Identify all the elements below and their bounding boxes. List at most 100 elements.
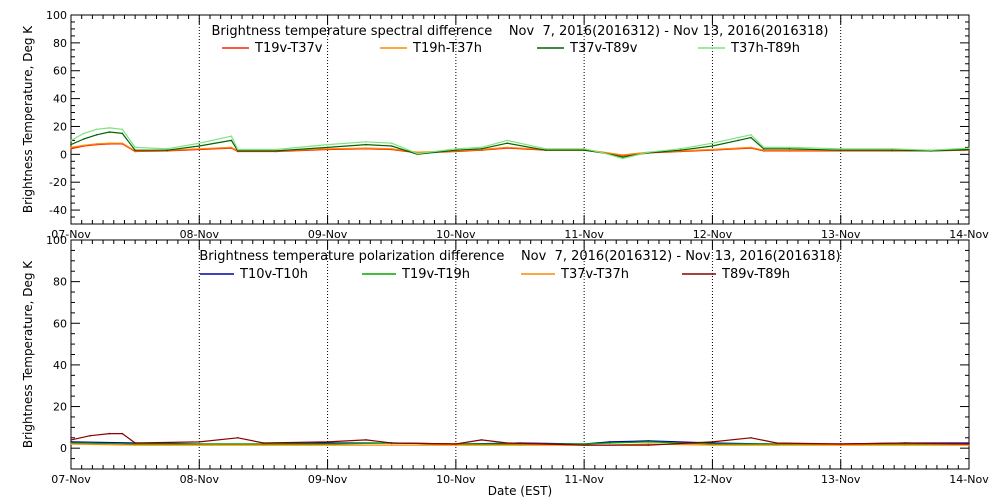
- data-point: [775, 442, 778, 444]
- data-point: [647, 151, 650, 153]
- data-point: [198, 148, 201, 150]
- data-point: [262, 444, 265, 446]
- data-point: [237, 150, 239, 152]
- data-point: [70, 439, 72, 441]
- data-point: [134, 149, 136, 151]
- data-point: [198, 441, 201, 443]
- data-point: [237, 437, 239, 439]
- data-point: [121, 128, 124, 131]
- data-point: [968, 443, 970, 445]
- data-point: [237, 148, 239, 151]
- data-point: [70, 146, 72, 149]
- data-point: [455, 443, 457, 445]
- data-point: [390, 442, 393, 444]
- y-tick-label: 0: [60, 442, 67, 455]
- data-point: [134, 444, 136, 446]
- data-point: [83, 132, 85, 135]
- chart-title: Brightness temperature polarization diff…: [199, 249, 840, 264]
- data-point: [455, 149, 457, 151]
- data-point: [788, 148, 791, 150]
- data-point: [70, 443, 72, 445]
- data-point: [506, 442, 509, 444]
- y-tick-label: 0: [60, 148, 67, 161]
- data-point: [326, 443, 329, 445]
- x-tick-label: 12-Nov: [693, 473, 733, 486]
- data-point: [262, 442, 265, 444]
- y-tick-label: 80: [53, 37, 67, 50]
- legend-entry: T19v-T19h: [401, 267, 470, 282]
- data-point: [390, 142, 393, 144]
- data-point: [711, 443, 714, 445]
- y-tick-label: 80: [53, 276, 67, 289]
- x-tick-label: 13-Nov: [821, 473, 861, 486]
- legend-entry: T37h-T89h: [730, 41, 800, 56]
- x-tick-label: 13-Nov: [821, 228, 861, 241]
- x-axis-title: Date (EST): [488, 484, 552, 498]
- data-point: [365, 439, 367, 441]
- data-point: [621, 156, 624, 158]
- data-point: [647, 443, 650, 445]
- data-point: [583, 443, 585, 445]
- x-tick-label: 12-Nov: [693, 228, 733, 241]
- x-tick-label: 07-Nov: [51, 473, 91, 486]
- y-tick-label: 100: [46, 9, 67, 22]
- data-point: [198, 444, 201, 446]
- data-point: [621, 154, 624, 156]
- data-point: [108, 142, 111, 144]
- y-tick-label: 20: [53, 401, 67, 414]
- data-point: [839, 149, 842, 151]
- data-point: [230, 135, 233, 137]
- data-point: [455, 444, 457, 446]
- data-point: [891, 148, 893, 150]
- x-tick-label: 09-Nov: [308, 228, 348, 241]
- data-point: [737, 139, 739, 142]
- data-point: [230, 139, 233, 142]
- legend-entry: T19h-T37h: [412, 41, 482, 56]
- data-point: [390, 145, 393, 147]
- data-point: [95, 143, 98, 145]
- data-point: [108, 131, 111, 133]
- data-point: [583, 148, 585, 150]
- y-tick-label: -20: [49, 176, 67, 189]
- y-tick-label: 60: [53, 317, 67, 330]
- data-point: [480, 146, 483, 149]
- data-point: [968, 148, 970, 151]
- plot-frame: [70, 14, 970, 225]
- x-tick-label: 08-Nov: [180, 228, 220, 241]
- y-tick-label: 60: [53, 65, 67, 78]
- x-tick-label: 11-Nov: [564, 473, 604, 486]
- data-point: [70, 139, 72, 142]
- data-point: [647, 441, 650, 443]
- data-point: [711, 148, 714, 151]
- x-tick-label: 10-Nov: [436, 473, 476, 486]
- data-point: [70, 148, 72, 150]
- series-line-t37v-t89v: [70, 131, 970, 158]
- x-tick-label: 14-Nov: [949, 228, 989, 241]
- data-point: [737, 147, 739, 149]
- data-point: [134, 146, 136, 149]
- data-point: [506, 142, 509, 144]
- data-point: [198, 145, 201, 147]
- data-point: [108, 432, 111, 435]
- y-axis-title: Brightness Temperature, Deg K: [21, 25, 35, 213]
- data-point: [390, 148, 393, 150]
- data-point: [166, 149, 168, 151]
- data-point: [609, 441, 611, 443]
- data-point: [121, 132, 124, 135]
- data-point: [365, 143, 367, 146]
- y-tick-label: 20: [53, 120, 67, 133]
- data-point: [166, 148, 168, 150]
- legend-entry: T89v-T89h: [721, 267, 790, 282]
- series-line-t89v-t89h: [70, 433, 970, 446]
- data-point: [326, 148, 329, 150]
- polarization-difference-panel: 0 20 40 60 80 100 07-Nov 08-Nov 09-Nov 10-Nov 11-N…: [21, 234, 989, 498]
- data-point: [544, 148, 547, 150]
- data-point: [647, 444, 650, 446]
- data-point: [904, 442, 906, 444]
- data-point: [95, 128, 98, 131]
- data-point: [108, 127, 111, 129]
- y-axis-title: Brightness Temperature, Deg K: [21, 260, 35, 448]
- data-point: [544, 149, 547, 151]
- data-point: [621, 157, 624, 160]
- x-tick-label: 09-Nov: [308, 473, 348, 486]
